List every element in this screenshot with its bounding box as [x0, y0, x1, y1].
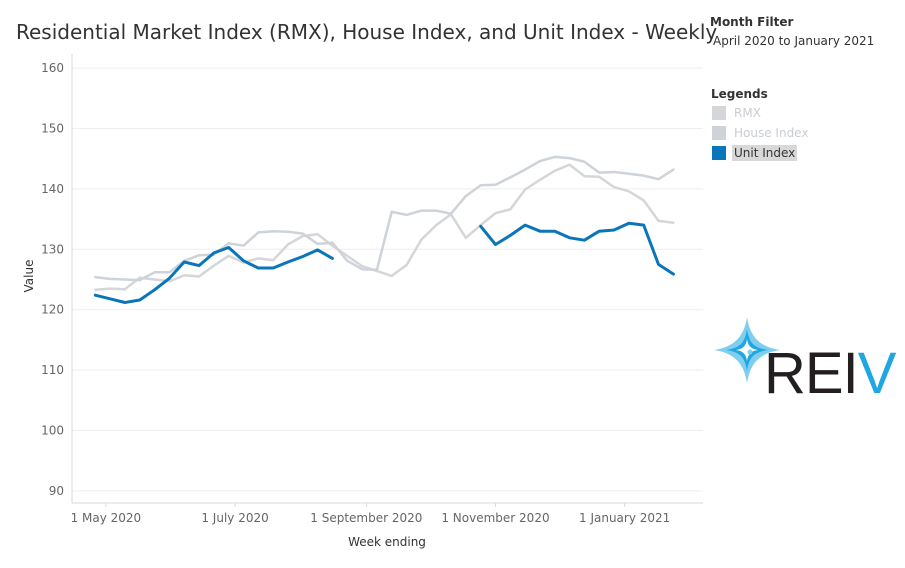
legend: RMX House Index Unit Index: [712, 103, 810, 163]
y-tick-label: 110: [41, 363, 64, 377]
legend-item-unit-index[interactable]: Unit Index: [712, 143, 810, 163]
reiv-star-icon: [714, 317, 780, 383]
legend-item-rmx[interactable]: RMX: [712, 103, 810, 123]
x-tick-label: 1 September 2020: [310, 511, 422, 525]
series-lines: [93, 155, 675, 304]
x-tick-label: 1 July 2020: [201, 511, 268, 525]
y-tick-label: 160: [41, 61, 64, 75]
chart-title: Residential Market Index (RMX), House In…: [16, 20, 718, 44]
legend-label-house-index: House Index: [734, 126, 809, 140]
axes: 90 100 110 120 130 140 150 160 1 May 2020 1 July …: [41, 54, 703, 525]
reiv-logo-text: REIV: [764, 341, 896, 406]
x-tick-label: 1 May 2020: [71, 511, 142, 525]
series-line-unit-index[interactable]: [479, 221, 675, 276]
legend-label-unit-index: Unit Index: [732, 145, 798, 161]
y-tick-label: 130: [41, 242, 64, 256]
legend-swatch-house-index: [712, 126, 726, 140]
y-tick-label: 100: [41, 424, 64, 438]
legend-label-rmx: RMX: [734, 106, 761, 120]
x-tick-label: 1 November 2020: [441, 511, 549, 525]
y-tick-label: 140: [41, 182, 64, 196]
reiv-logo: REIV: [712, 315, 896, 415]
x-tick-label: 1 January 2021: [579, 511, 670, 525]
y-tick-label: 90: [49, 484, 64, 498]
y-axis-label: Value: [22, 260, 36, 293]
series-line-house-index[interactable]: [94, 155, 675, 282]
series-line-unit-index[interactable]: [93, 246, 334, 304]
month-filter-value[interactable]: April 2020 to January 2021: [713, 34, 875, 48]
x-axis-label: Week ending: [348, 535, 426, 549]
legend-item-house-index[interactable]: House Index: [712, 123, 810, 143]
y-tick-label: 120: [41, 303, 64, 317]
series-line-rmx[interactable]: [94, 163, 675, 292]
legend-title: Legends: [711, 87, 768, 101]
grid: [72, 67, 703, 492]
legend-swatch-rmx: [712, 106, 726, 120]
month-filter-title: Month Filter: [710, 15, 794, 29]
y-tick-label: 150: [41, 121, 64, 135]
legend-swatch-unit-index: [712, 146, 726, 160]
